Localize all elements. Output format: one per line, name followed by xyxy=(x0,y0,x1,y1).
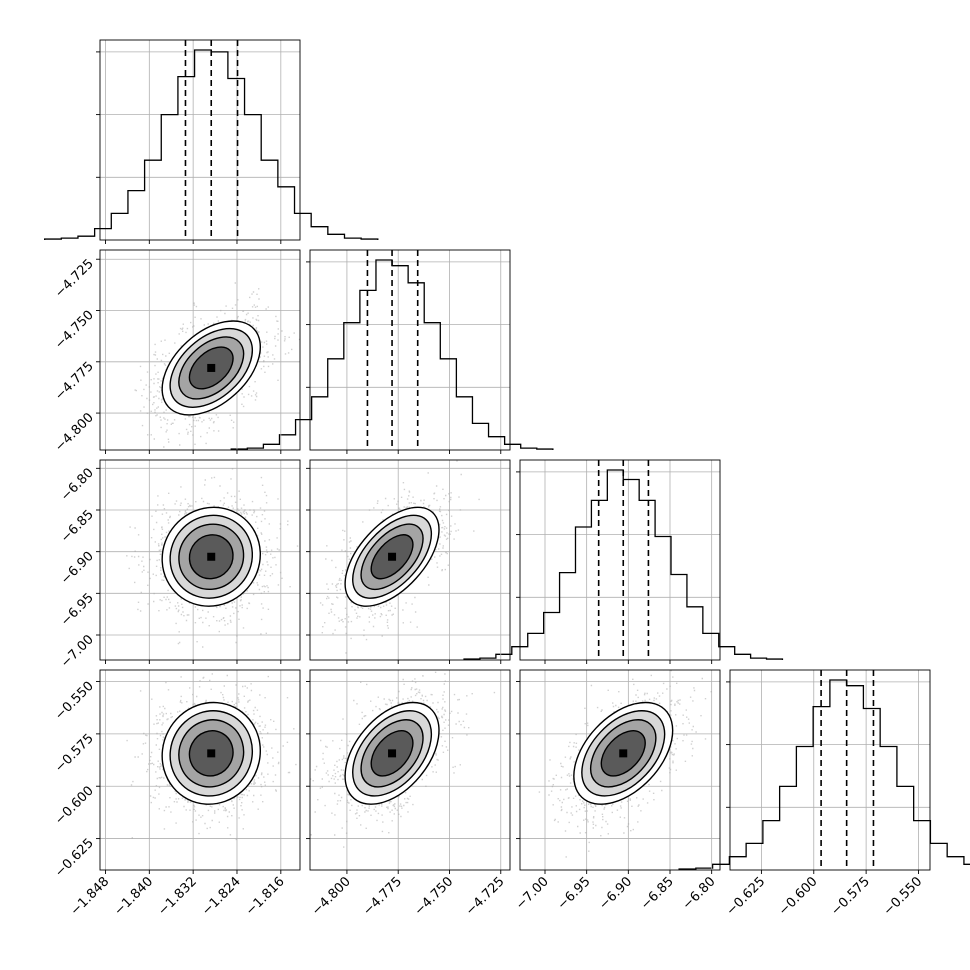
y-tick-label: −0.575 xyxy=(52,731,97,776)
panel-frame xyxy=(99,669,301,871)
y-tick-label: −7.00 xyxy=(58,632,97,671)
scatter-panel-3-1: −7.00−6.95−6.90−6.85−6.80 xyxy=(58,459,301,671)
x-tick-label: −7.00 xyxy=(513,874,552,913)
contour-line xyxy=(188,534,234,580)
x-tick-label: −4.800 xyxy=(309,874,354,919)
hist-panel-3 xyxy=(463,459,784,664)
density-layer xyxy=(126,468,299,648)
y-tick-label: −6.95 xyxy=(58,591,97,630)
y-tick-label: −6.85 xyxy=(58,507,97,546)
contour-line xyxy=(581,710,666,797)
contour-line xyxy=(573,701,674,805)
density-layer xyxy=(310,460,480,654)
contour-line xyxy=(178,523,245,591)
panel-frame xyxy=(99,249,301,451)
panel-frame xyxy=(519,459,721,661)
contour-line xyxy=(589,719,657,788)
x-tick-label: −1.816 xyxy=(243,874,288,919)
contour-line xyxy=(344,506,440,607)
x-tick-label: −6.95 xyxy=(555,874,594,913)
x-tick-label: −6.80 xyxy=(680,874,719,913)
panel-frame xyxy=(99,459,301,661)
density-layer xyxy=(310,670,496,848)
x-tick-label: −6.90 xyxy=(596,874,635,913)
density-peak xyxy=(207,552,216,561)
scatter-points xyxy=(310,460,480,654)
contour-line xyxy=(344,701,440,805)
contour-line xyxy=(352,710,433,797)
scatter-panel-3-2 xyxy=(306,459,511,664)
density-layer xyxy=(126,673,297,841)
contour-line xyxy=(188,730,234,777)
panel-frame xyxy=(519,669,721,871)
hist-panel-2 xyxy=(230,249,554,454)
histogram-step xyxy=(678,679,970,870)
y-tick-label: −4.800 xyxy=(52,410,97,455)
contour-line xyxy=(161,506,262,607)
scatter-points xyxy=(126,673,297,841)
density-peak xyxy=(207,363,216,372)
x-tick-label: −1.824 xyxy=(199,874,244,919)
contour-line xyxy=(370,534,414,580)
contour-line xyxy=(178,336,245,400)
scatter-panel-2-1: −4.800 −4.775 −4.750 −4.725 xyxy=(52,249,301,455)
x-tick-label: −0.600 xyxy=(776,874,821,919)
density-peak xyxy=(619,749,628,758)
contour-line xyxy=(360,719,424,788)
contour-line xyxy=(169,514,254,599)
density-peak xyxy=(388,749,397,758)
x-tick-label: −1.840 xyxy=(112,874,157,919)
scatter-panel-4-3: −7.00 −6.95 −6.90 −6.85 −6.80 xyxy=(513,669,721,913)
panel-frame xyxy=(309,249,511,451)
panel-frame xyxy=(309,459,511,661)
contour-line xyxy=(600,730,646,777)
y-tick-label: −0.625 xyxy=(52,836,97,881)
contour-line xyxy=(352,514,433,599)
contour-line xyxy=(161,701,262,805)
scatter-panel-4-1: −1.848 −1.840 −1.832 −1.824 −1.816 −0.625 −0.6… xyxy=(52,669,301,919)
x-tick-label: −1.832 xyxy=(155,874,200,919)
x-tick-label: −1.848 xyxy=(68,874,113,919)
y-tick-label: −4.750 xyxy=(52,308,97,353)
x-tick-label: −0.550 xyxy=(881,874,926,919)
contour-line xyxy=(370,730,414,777)
hist-panel-1 xyxy=(44,39,379,244)
y-tick-label: −6.80 xyxy=(58,466,97,505)
x-tick-label: −6.85 xyxy=(638,874,677,913)
density-peak xyxy=(388,552,397,561)
contour-line xyxy=(178,719,245,788)
density-peak xyxy=(207,749,216,758)
x-tick-label: −4.775 xyxy=(360,874,405,919)
y-tick-label: −6.90 xyxy=(58,549,97,588)
panel-frame xyxy=(309,669,511,871)
x-tick-label: −4.725 xyxy=(463,874,508,919)
y-tick-label: −0.550 xyxy=(52,679,97,724)
density-layer xyxy=(134,282,300,448)
scatter-panel-4-2: −4.800 −4.775 −4.750 −4.725 xyxy=(306,669,511,919)
panel-frame xyxy=(99,39,301,241)
y-tick-label: −4.725 xyxy=(52,256,97,301)
contour-line xyxy=(169,327,254,408)
contour-line xyxy=(161,320,262,416)
x-tick-label: −0.625 xyxy=(724,874,769,919)
y-tick-label: −4.775 xyxy=(52,359,97,404)
contour-line xyxy=(188,346,234,390)
contour-line xyxy=(360,523,424,591)
y-tick-label: −0.600 xyxy=(52,783,97,828)
panel-frame xyxy=(729,669,931,871)
density-layer xyxy=(538,670,712,858)
x-tick-label: −4.750 xyxy=(412,874,457,919)
x-tick-label: −0.575 xyxy=(828,874,873,919)
hist-panel-4: −0.625 −0.600 −0.575 −0.550 xyxy=(678,669,970,919)
contour-line xyxy=(169,710,254,797)
